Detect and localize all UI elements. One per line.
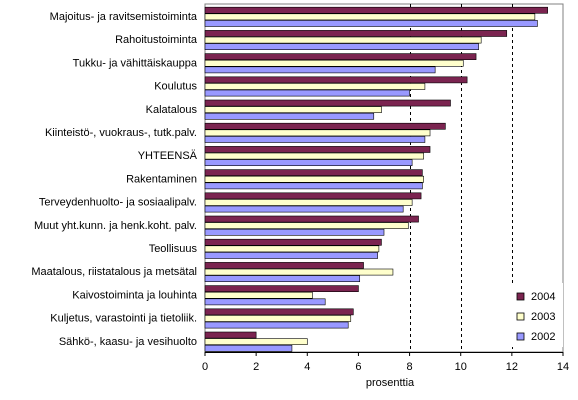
x-tick-label: 6 xyxy=(355,361,361,373)
bar-2002-10 xyxy=(204,228,385,236)
bar-2004-8 xyxy=(204,169,423,177)
bar-2004-6 xyxy=(204,122,446,130)
bar-2004-1 xyxy=(204,6,548,14)
x-axis: 0 2 4 6 8 10 12 14 xyxy=(202,352,569,373)
bar-2002-1 xyxy=(204,20,538,27)
bar-2003-14 xyxy=(204,315,352,322)
x-tick-label: 8 xyxy=(407,361,413,373)
legend-label-2004: 2004 xyxy=(531,291,555,303)
legend-swatch-2002 xyxy=(516,332,525,341)
x-tick-label: 0 xyxy=(202,361,208,373)
bar-2002-12 xyxy=(204,275,361,283)
bar-2002-9 xyxy=(204,205,404,213)
bar-2002-5 xyxy=(204,112,375,120)
category-label: Rakentaminen xyxy=(126,173,197,185)
bar-2003-2 xyxy=(204,36,482,44)
bar-2004-9 xyxy=(204,192,422,200)
bar-2003-9 xyxy=(204,199,413,206)
bar-2004-13 xyxy=(204,285,359,293)
bar-2002-7 xyxy=(204,159,413,167)
bar-2004-3 xyxy=(204,53,477,60)
bar-2002-15 xyxy=(204,344,293,352)
legend-swatch-2004 xyxy=(516,292,525,301)
legend-label-2002: 2002 xyxy=(531,331,555,343)
bar-2002-3 xyxy=(204,66,436,74)
category-label: Kiinteistö-, vuokraus-, tutk.palv. xyxy=(45,127,197,139)
bar-2003-8 xyxy=(204,175,424,183)
legend-swatch-2003 xyxy=(516,312,525,321)
category-label: Sähkö-, kaasu- ja vesihuolto xyxy=(59,336,197,348)
category-label: Kaivostoiminta ja louhinta xyxy=(72,289,198,301)
bar-2004-5 xyxy=(204,99,451,107)
bar-2002-6 xyxy=(204,136,426,143)
bar-2002-14 xyxy=(204,321,349,329)
bar-2002-8 xyxy=(204,182,423,190)
bar-2004-11 xyxy=(204,238,382,246)
bar-2004-7 xyxy=(204,146,431,153)
bar-2003-6 xyxy=(204,129,431,137)
x-tick-label: 10 xyxy=(455,361,467,373)
category-label: Terveydenhuolto- ja sosiaalipalv. xyxy=(39,197,197,209)
x-axis-title: prosenttia xyxy=(366,377,415,389)
bar-2003-4 xyxy=(204,83,426,90)
bar-2004-10 xyxy=(204,215,419,223)
bar-2003-15 xyxy=(204,338,308,346)
bar-2003-1 xyxy=(204,13,536,21)
bar-2004-2 xyxy=(204,30,508,37)
bar-2003-12 xyxy=(204,268,394,276)
bar-2004-14 xyxy=(204,308,354,316)
category-label: YHTEENSÄ xyxy=(138,150,198,162)
bar-2003-7 xyxy=(204,152,424,160)
bar-2004-12 xyxy=(204,262,364,269)
bar-2002-2 xyxy=(204,43,479,50)
category-label: Teollisuus xyxy=(149,243,198,255)
x-tick-label: 4 xyxy=(304,361,310,373)
bar-2002-4 xyxy=(204,89,410,97)
legend-label-2003: 2003 xyxy=(531,311,555,323)
bar-2003-3 xyxy=(204,59,464,67)
x-tick-label: 14 xyxy=(557,361,569,373)
category-label: Tukku- ja vähittäiskauppa xyxy=(73,57,198,69)
x-tick-label: 2 xyxy=(253,361,259,373)
category-labels: Majoitus- ja ravitsemistoiminta Rahoitust… xyxy=(31,11,198,348)
bar-2002-11 xyxy=(204,252,378,259)
legend: 2004 2003 2002 xyxy=(510,283,563,347)
bar-2003-11 xyxy=(204,245,380,253)
bar-2002-13 xyxy=(204,298,326,306)
bar-2003-5 xyxy=(204,106,382,113)
category-label: Kuljetus, varastointi ja tietoliik. xyxy=(50,313,197,325)
x-tick-label: 12 xyxy=(506,361,518,373)
bars xyxy=(204,6,548,352)
bar-2003-13 xyxy=(204,291,313,299)
bar-2003-10 xyxy=(204,222,409,230)
category-label: Muut yht.kunn. ja henk.koht. palv. xyxy=(34,220,197,232)
bar-2004-15 xyxy=(204,331,257,339)
category-label: Kalatalous xyxy=(146,104,198,116)
category-label: Koulutus xyxy=(154,81,197,93)
category-label: Maatalous, riistatalous ja metsätal xyxy=(31,266,197,278)
category-label: Majoitus- ja ravitsemistoiminta xyxy=(50,11,198,23)
bar-2004-4 xyxy=(204,76,468,84)
category-label: Rahoitustoiminta xyxy=(115,34,198,46)
